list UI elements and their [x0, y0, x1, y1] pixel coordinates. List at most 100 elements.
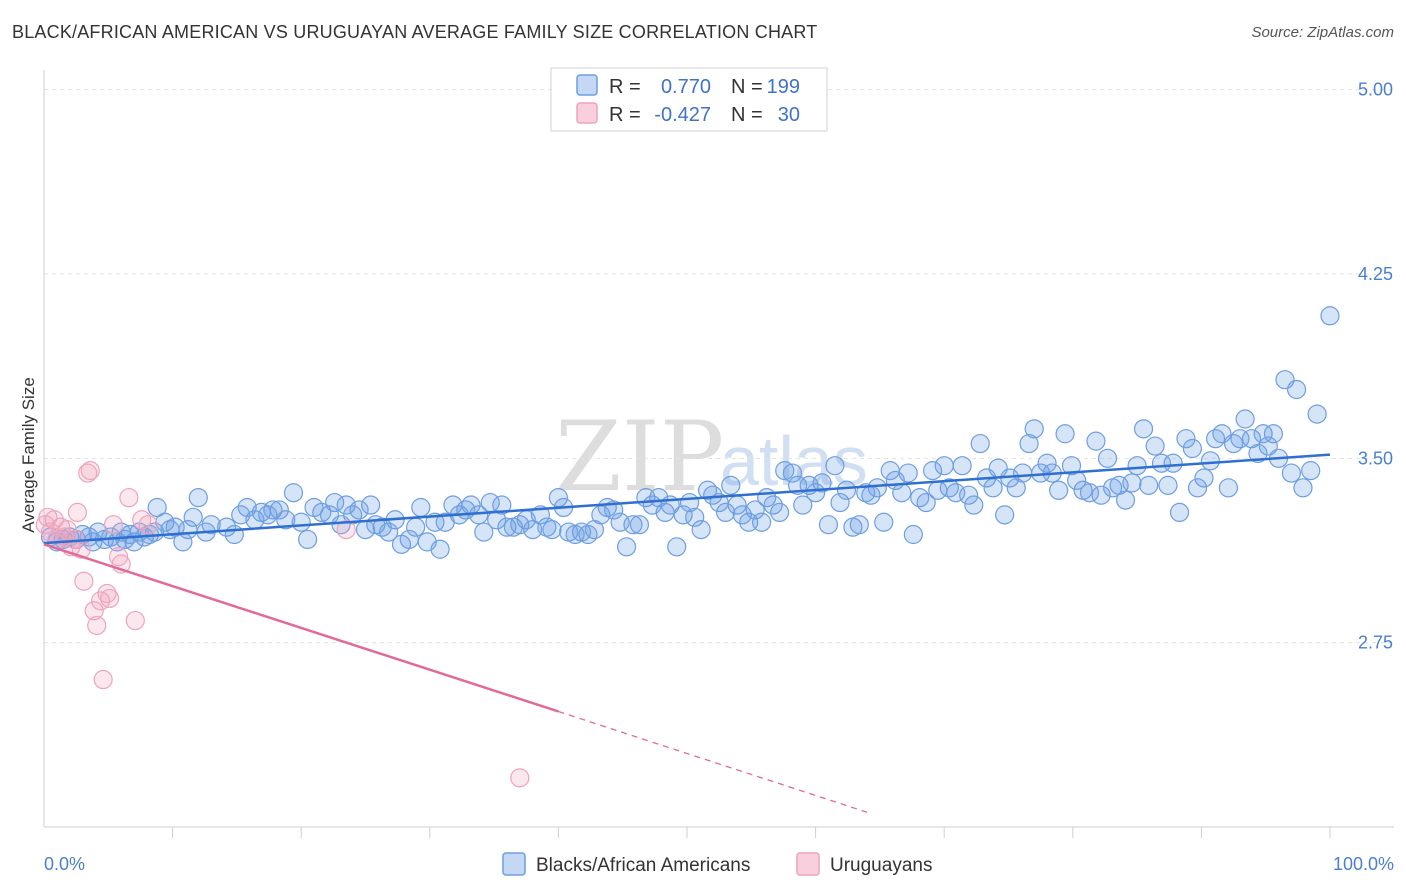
blue-point — [685, 507, 705, 527]
blue-point — [1235, 409, 1255, 429]
blue-point — [1097, 448, 1118, 468]
blue-point — [874, 512, 894, 532]
blue-point — [805, 483, 826, 503]
blue-point — [867, 478, 887, 498]
bottom-legend-label-pink: Uruguayans — [830, 855, 932, 876]
blue-point — [578, 524, 598, 545]
blue-point — [188, 488, 208, 508]
blue-point — [830, 492, 850, 513]
blue-point — [616, 537, 637, 557]
blue-point — [542, 520, 562, 540]
blue-point — [629, 515, 650, 535]
pink-series-points — [35, 461, 530, 788]
x-tick-label-max: 100.0% — [1333, 854, 1394, 874]
blue-point — [1086, 431, 1106, 451]
blue-point — [430, 539, 450, 559]
pink-point — [84, 601, 104, 621]
blue-point — [812, 473, 832, 493]
bottom-legend-swatch-pink — [796, 852, 820, 876]
blue-point — [1122, 473, 1142, 493]
blue-point — [934, 456, 954, 476]
pink-point — [99, 588, 120, 609]
blue-point — [1258, 436, 1278, 456]
blue-point — [910, 488, 930, 508]
blue-point — [1218, 478, 1239, 498]
blue-point — [291, 512, 311, 532]
blue-point — [492, 495, 512, 515]
legend-r-label-blue: R = — [609, 76, 641, 98]
pink-point — [510, 768, 530, 788]
blue-trend-line — [43, 453, 1331, 545]
y-axis-label: Average Family Size — [19, 377, 38, 533]
blue-point — [1230, 429, 1250, 449]
blue-point — [825, 456, 845, 476]
blue-point — [1281, 463, 1302, 483]
x-tick-label-min: 0.0% — [44, 854, 85, 874]
blue-point — [849, 515, 869, 535]
pink-point — [87, 615, 107, 636]
blue-point — [263, 500, 283, 520]
blue-point — [201, 515, 221, 535]
blue-point — [1127, 456, 1147, 476]
blue-point — [691, 520, 711, 540]
pink-point — [78, 463, 98, 483]
blue-point — [732, 505, 752, 525]
blue-point — [1079, 483, 1100, 503]
blue-point — [269, 500, 289, 520]
blue-point — [147, 497, 167, 518]
blue-point — [673, 505, 693, 525]
blue-series-points — [40, 306, 1340, 559]
gridlines — [44, 89, 1394, 644]
y-tick-label: 4.25 — [1358, 264, 1393, 284]
pink-point — [132, 510, 152, 530]
blue-point — [923, 461, 943, 481]
blue-point — [224, 524, 244, 545]
legend-n-label-blue: N = — [731, 76, 763, 98]
blue-point — [1301, 461, 1321, 481]
blue-point — [939, 478, 959, 498]
blue-point — [995, 505, 1015, 525]
blue-point — [970, 433, 990, 454]
blue-point — [1139, 475, 1159, 495]
blue-point — [763, 495, 783, 515]
blue-point — [892, 483, 912, 503]
legend-n-label-pink: N = — [731, 104, 763, 126]
blue-point — [916, 492, 936, 513]
y-tick-label: 2.75 — [1358, 633, 1393, 653]
bottom-legend-label-blue: Blacks/African Americans — [536, 855, 750, 876]
blue-point — [1307, 404, 1327, 424]
blue-point — [1055, 424, 1075, 444]
blue-point — [336, 495, 356, 515]
legend-swatch-pink — [576, 102, 598, 124]
pink-point — [119, 488, 139, 508]
blue-point — [523, 520, 543, 540]
blue-point — [964, 495, 984, 515]
blue-point — [325, 492, 345, 513]
y-tick-labels: 2.75 3.50 4.25 5.00 — [1358, 80, 1393, 653]
blue-point — [1169, 502, 1190, 523]
blue-point — [721, 475, 741, 495]
blue-point — [1091, 485, 1111, 505]
blue-point — [406, 517, 426, 537]
pink-trend-line-extension — [558, 710, 868, 813]
blue-point — [1205, 429, 1226, 449]
y-tick-label: 3.50 — [1358, 448, 1393, 468]
pink-point — [67, 502, 88, 523]
blue-point — [1115, 490, 1136, 510]
blue-point — [1187, 478, 1208, 498]
blue-point — [856, 483, 876, 503]
legend-n-value-pink: 30 — [778, 104, 800, 126]
blue-point — [836, 480, 857, 500]
legend-swatch-blue — [576, 74, 598, 96]
blue-point — [312, 502, 332, 523]
blue-point — [231, 505, 251, 525]
chart-title: BLACK/AFRICAN AMERICAN VS URUGUAYAN AVER… — [12, 22, 818, 42]
source-label: Source: ZipAtlas.com — [1251, 24, 1394, 41]
correlation-legend: R = 0.770 N = 199 R = -0.427 N = 30 — [550, 67, 828, 132]
blue-point — [537, 517, 557, 537]
legend-n-value-blue: 199 — [767, 76, 800, 98]
legend-r-label-pink: R = — [609, 104, 641, 126]
blue-point — [1037, 453, 1057, 473]
blue-point — [349, 500, 369, 520]
